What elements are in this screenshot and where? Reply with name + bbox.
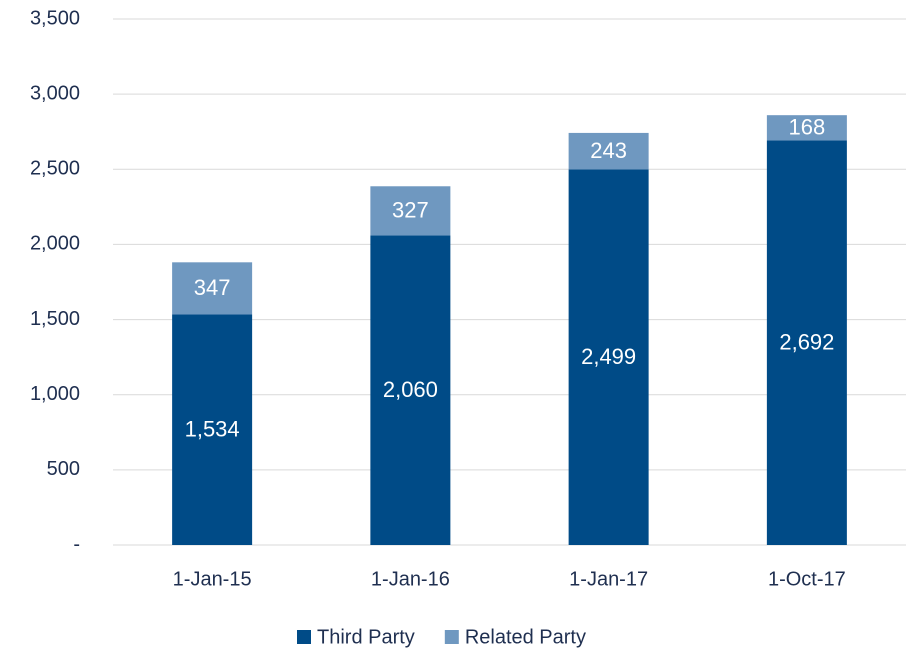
bar-segment	[172, 314, 253, 545]
legend-label: Related Party	[465, 626, 586, 648]
y-tick-label: 500	[47, 458, 80, 480]
x-tick-label: 1-Oct-17	[768, 568, 846, 590]
x-tick-label: 1-Jan-17	[569, 568, 648, 590]
data-label: 2,499	[581, 344, 636, 369]
y-tick-label: 2,000	[30, 233, 80, 255]
bar-segment	[568, 132, 649, 170]
y-tick-label: 2,500	[30, 158, 80, 180]
bar-segment	[172, 262, 253, 315]
bar-segment	[766, 115, 847, 141]
data-label: 243	[590, 138, 627, 163]
legend-swatch	[297, 630, 311, 644]
y-tick-label: 3,000	[30, 82, 80, 104]
legend-label: Third Party	[317, 626, 415, 648]
y-tick-label: 1,500	[30, 308, 80, 330]
y-tick-label: -	[73, 533, 80, 555]
legend-swatch	[444, 630, 459, 644]
x-tick-label: 1-Jan-15	[173, 568, 252, 590]
y-tick-label: 3,500	[30, 7, 80, 29]
data-label: 2,692	[779, 330, 834, 355]
data-label: 1,534	[185, 417, 240, 442]
bar-segment	[568, 169, 649, 545]
data-label: 168	[789, 115, 826, 140]
data-label: 347	[194, 275, 231, 300]
data-label: 327	[392, 198, 429, 223]
bar-segment	[370, 235, 451, 545]
y-tick-label: 1,000	[30, 383, 80, 405]
bar-segment	[370, 186, 451, 236]
data-label: 2,060	[383, 377, 438, 402]
x-tick-label: 1-Jan-16	[371, 568, 450, 590]
bar-segment	[766, 140, 847, 546]
